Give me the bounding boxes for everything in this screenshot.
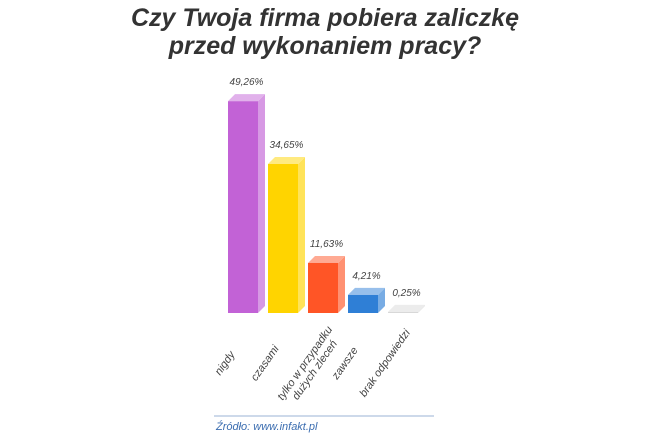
value-label: 34,65% [270,140,304,151]
bar [308,262,338,313]
bar-top [388,304,425,312]
bar [388,311,418,313]
bar-side [418,304,425,313]
bar-side [338,255,345,313]
value-label: 4,21% [352,271,380,282]
bar-top [348,287,385,295]
chart-title: Czy Twoja firma pobiera zaliczkę przed w… [130,4,520,60]
bar-top [308,255,345,263]
value-label: 11,63% [310,239,343,250]
bar [268,164,298,313]
source: Źródło: www.infakt.pl [216,421,318,433]
bar-side [258,94,265,313]
bar-side [378,287,385,313]
bar-top [268,157,305,165]
bar [228,101,258,313]
bar-side [298,157,305,313]
value-label: 49,26% [230,77,264,88]
value-label: 0,25% [392,288,420,299]
bar-top [228,94,265,102]
bar [348,294,378,313]
